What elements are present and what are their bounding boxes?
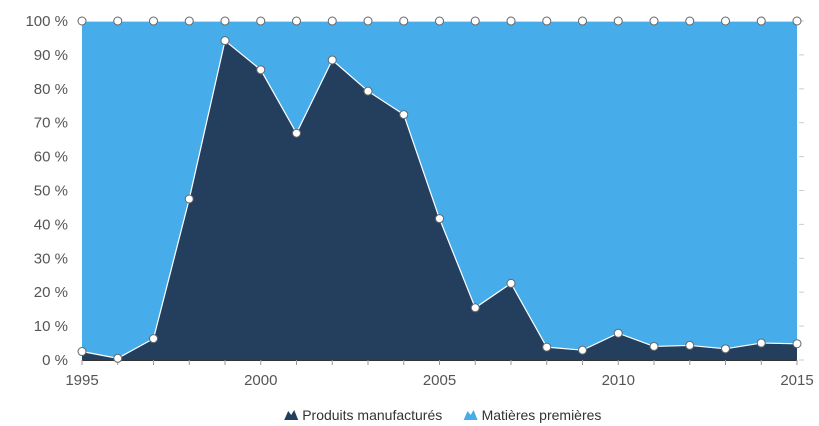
markers [77,16,802,363]
data-point[interactable] [363,86,373,96]
data-point[interactable] [220,16,230,26]
y-tick-label: 60 % [34,149,68,166]
data-point[interactable] [292,16,301,26]
data-point[interactable] [685,16,695,26]
data-point[interactable] [256,16,266,26]
x-tick-label: 2010 [602,372,635,389]
legend-item-produits-manufactures[interactable]: Produits manufacturés [284,407,442,423]
data-point[interactable] [77,16,87,26]
y-tick-label: 40 % [34,216,68,233]
legend[interactable]: Produits manufacturés Matières premières [284,407,601,423]
data-point[interactable] [435,214,444,224]
data-point[interactable] [792,339,802,349]
y-tick-label: 80 % [34,81,68,98]
data-point[interactable] [506,16,516,26]
data-point[interactable] [578,345,587,355]
data-point[interactable] [327,55,337,65]
y-tick-label: 50 % [34,183,68,200]
data-point[interactable] [613,16,623,26]
series-area-matieres-premieres [82,21,797,359]
data-point[interactable] [256,65,266,75]
y-tick-label: 70 % [34,115,68,132]
y-tick-label: 0 % [42,352,68,369]
y-tick-label: 100 % [25,13,68,30]
data-point[interactable] [220,36,230,46]
legend-label: Produits manufacturés [302,407,442,423]
data-point[interactable] [149,334,158,344]
data-point[interactable] [756,16,766,26]
data-point[interactable] [399,110,409,120]
data-point[interactable] [721,344,730,354]
data-point[interactable] [184,194,194,204]
data-point[interactable] [292,128,301,138]
data-point[interactable] [649,341,659,351]
x-tick-label: 2015 [780,372,813,389]
data-point[interactable] [792,16,802,26]
y-tick-label: 30 % [34,250,68,267]
legend-area-icon [463,410,478,420]
data-point[interactable] [113,353,123,363]
data-point[interactable] [184,16,194,26]
data-point[interactable] [649,16,659,26]
data-point[interactable] [113,16,123,26]
series-area-produits-manufactures [82,40,797,360]
data-point[interactable] [399,16,409,26]
data-point[interactable] [435,16,444,26]
data-point[interactable] [149,16,158,26]
data-point[interactable] [542,342,552,352]
data-point[interactable] [578,16,587,26]
legend-label: Matières premières [482,407,602,423]
y-tick-label: 90 % [34,47,68,64]
data-point[interactable] [77,347,87,357]
y-tick-label: 10 % [34,318,68,335]
data-point[interactable] [470,303,480,313]
x-tick-label: 2005 [423,372,456,389]
data-point[interactable] [363,16,373,26]
legend-area-icon [284,410,299,420]
axes: 0 % 10 % 20 % 30 % 40 % 50 % 60 % 70 % 80 % 90 % 1… [25,13,813,389]
data-point[interactable] [613,328,623,338]
data-point[interactable] [756,338,766,348]
legend-item-matieres-premieres[interactable]: Matières premières [463,407,602,423]
data-point[interactable] [506,278,516,288]
data-point[interactable] [470,16,480,26]
y-tick-label: 20 % [34,284,68,301]
x-tick-label: 1995 [65,372,98,389]
data-point[interactable] [685,340,695,350]
plot-areas [81,20,798,360]
x-tick-label: 2000 [244,372,277,389]
data-point[interactable] [721,16,730,26]
data-point[interactable] [327,16,337,26]
data-point[interactable] [542,16,552,26]
